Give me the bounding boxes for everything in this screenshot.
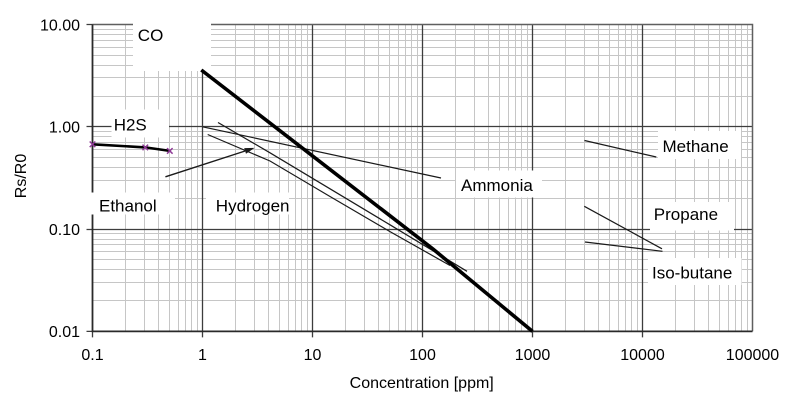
svg-text:1.00: 1.00 bbox=[49, 120, 80, 137]
svg-text:100: 100 bbox=[409, 347, 436, 364]
svg-text:Methane: Methane bbox=[663, 137, 729, 156]
svg-text:Hydrogen: Hydrogen bbox=[216, 197, 290, 216]
svg-text:10000: 10000 bbox=[620, 347, 665, 364]
svg-text:1000: 1000 bbox=[515, 347, 551, 364]
svg-text:10.00: 10.00 bbox=[40, 17, 80, 34]
svg-text:10: 10 bbox=[304, 347, 322, 364]
svg-text:Ammonia: Ammonia bbox=[461, 176, 533, 195]
svg-text:100000: 100000 bbox=[726, 347, 779, 364]
svg-text:Concentration [ppm]: Concentration [ppm] bbox=[350, 375, 494, 392]
svg-text:0.1: 0.1 bbox=[81, 347, 103, 364]
svg-text:1: 1 bbox=[198, 347, 207, 364]
svg-text:0.10: 0.10 bbox=[49, 222, 80, 239]
svg-text:Iso-butane: Iso-butane bbox=[652, 264, 732, 283]
svg-text:H2S: H2S bbox=[114, 116, 147, 135]
svg-text:Rs/R0: Rs/R0 bbox=[13, 154, 30, 199]
svg-text:CO: CO bbox=[138, 26, 164, 45]
svg-text:0.01: 0.01 bbox=[49, 324, 80, 341]
svg-text:Ethanol: Ethanol bbox=[99, 197, 157, 216]
svg-text:Propane: Propane bbox=[654, 205, 718, 224]
